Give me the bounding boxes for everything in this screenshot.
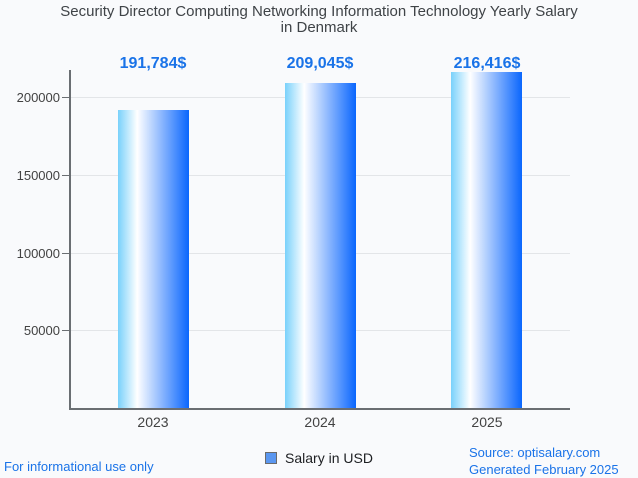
y-axis-label-50000: 50000 xyxy=(23,323,60,338)
y-tick-200000 xyxy=(62,97,70,98)
x-axis-label-2023: 2023 xyxy=(137,414,169,430)
x-axis-line xyxy=(69,408,570,410)
chart-title: Security Director Computing Networking I… xyxy=(0,4,638,36)
y-tick-100000 xyxy=(62,253,70,254)
legend: Salary in USD xyxy=(0,450,638,466)
y-axis-line xyxy=(69,70,71,410)
footer-disclaimer: For informational use only xyxy=(4,459,154,474)
chart-title-line2: in Denmark xyxy=(280,19,358,36)
bar-2024[interactable] xyxy=(285,83,356,408)
y-axis-label-100000: 100000 xyxy=(16,246,60,261)
y-axis-label-150000: 150000 xyxy=(16,168,60,183)
y-tick-50000 xyxy=(62,330,70,331)
y-tick-150000 xyxy=(62,175,70,176)
y-axis-label-200000: 200000 xyxy=(16,90,60,105)
footer-source: Source: optisalary.com xyxy=(469,445,601,460)
x-axis-label-2025: 2025 xyxy=(471,414,503,430)
footer-source-block: Source: optisalary.com Generated Februar… xyxy=(469,444,619,478)
legend-swatch-icon xyxy=(265,452,278,464)
x-axis-label-2024: 2024 xyxy=(304,414,336,430)
bar-value-label-2023: 191,784$ xyxy=(119,55,187,72)
bar-value-label-2025: 216,416$ xyxy=(453,55,521,72)
bar-value-label-2024: 209,045$ xyxy=(286,55,354,72)
bar-2023[interactable] xyxy=(118,110,189,408)
bar-2025[interactable] xyxy=(451,72,522,408)
footer-generated: Generated February 2025 xyxy=(469,462,619,477)
legend-label: Salary in USD xyxy=(285,450,373,466)
chart-title-line1: Security Director Computing Networking I… xyxy=(60,3,578,20)
